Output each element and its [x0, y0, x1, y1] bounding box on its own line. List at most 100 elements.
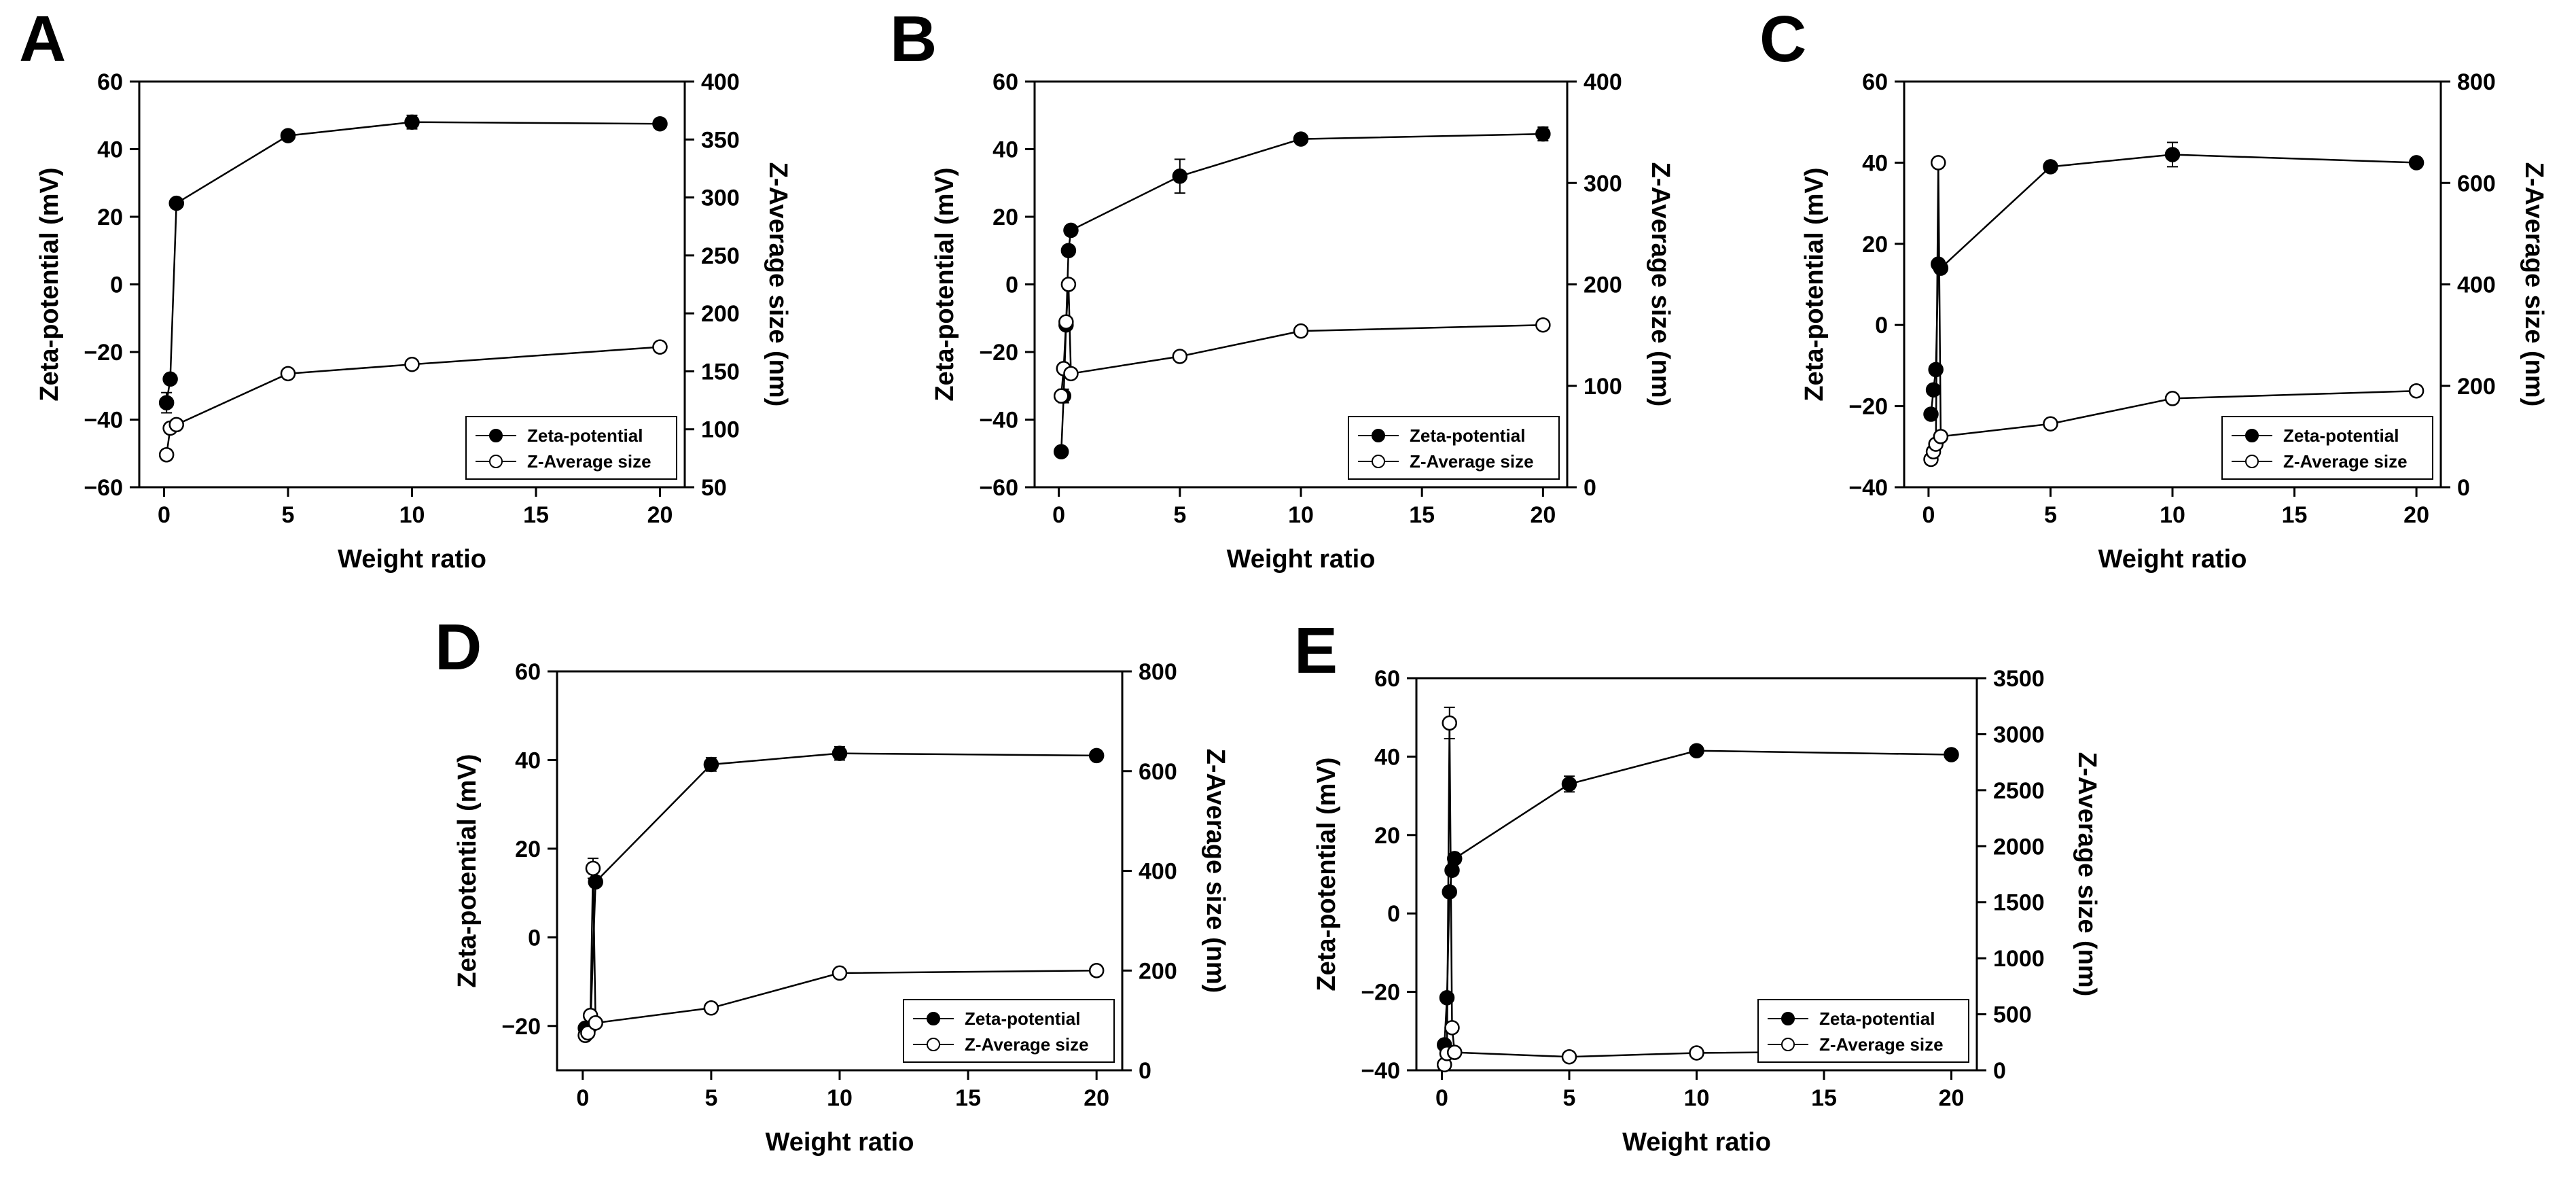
y-tick-label: −40 [84, 408, 123, 434]
legend-marker [927, 1012, 940, 1025]
chart-panel-A: A 0 5 10 15 20 −60 −40 −20 0 20 40 60 50 100 150 200 250 3… [19, 3, 792, 574]
series-line-size [1060, 284, 1543, 396]
panel-label: E [1294, 614, 1338, 687]
x-axis-title: Weight ratio [1227, 545, 1376, 574]
y2-axis-title: Z-Average size (nm) [2073, 752, 2101, 997]
y2-tick-label: 100 [701, 417, 740, 443]
data-point-size [652, 339, 668, 355]
y-tick-label: −60 [84, 475, 123, 501]
panel-label: C [1759, 3, 1806, 75]
x-tick-label: 0 [158, 502, 171, 528]
legend-entry: Z-Average size [1819, 1034, 1944, 1055]
y-tick-label: 60 [1374, 666, 1400, 692]
x-axis-title: Weight ratio [766, 1128, 914, 1157]
data-point-size [1535, 317, 1551, 333]
y-tick-label: 0 [1005, 272, 1018, 298]
y-axis-title: Zeta-potential (mV) [931, 167, 959, 401]
legend-entry: Zeta-potential [965, 1008, 1080, 1029]
x-tick-label: 15 [523, 502, 549, 528]
data-point-zeta [280, 128, 296, 143]
x-tick-label: 10 [1684, 1085, 1710, 1111]
data-point-zeta [1442, 884, 1457, 900]
y2-tick-label: 600 [2457, 171, 2496, 196]
legend: Zeta-potential Z-Average size [903, 999, 1115, 1063]
legend-entry: Zeta-potential [2283, 425, 2399, 446]
x-axis-title: Weight ratio [2098, 545, 2247, 574]
y2-tick-label: 250 [701, 243, 740, 269]
data-point-size [1063, 366, 1079, 382]
y2-tick-label: 1000 [1993, 946, 2045, 972]
series-line-zeta [584, 752, 1097, 1035]
legend-entry: Zeta-potential [1819, 1008, 1935, 1029]
data-point-size [404, 356, 420, 372]
y2-axis-title: Z-Average size (nm) [764, 162, 792, 407]
series-line-size [1444, 722, 1952, 1066]
x-tick-label: 20 [1084, 1085, 1109, 1111]
y-axis-title: Zeta-potential (mV) [35, 167, 64, 401]
data-point-zeta [1293, 131, 1309, 147]
y-tick-label: 40 [1374, 744, 1400, 770]
data-point-size [1689, 1045, 1704, 1061]
y2-tick-label: 400 [1584, 69, 1622, 95]
y-tick-label: −20 [1361, 980, 1400, 1006]
y-tick-label: −20 [84, 340, 123, 366]
legend-entry: Zeta-potential [1410, 425, 1525, 446]
data-point-zeta [2164, 147, 2181, 162]
legend-box [465, 416, 677, 480]
data-point-zeta [1923, 406, 1939, 422]
y2-axis-title: Z-Average size (nm) [1646, 162, 1675, 407]
legend: Zeta-potential Z-Average size [2221, 416, 2433, 480]
chart-panel-B: B 0 5 10 15 20 −60 −40 −20 0 20 40 60 0 100 200 300 400 We… [890, 3, 1675, 574]
y-tick-label: −20 [501, 1014, 541, 1040]
y-tick-label: 40 [1862, 150, 1888, 176]
data-point-zeta [1561, 776, 1577, 792]
data-point-size [585, 860, 601, 877]
x-tick-label: 5 [704, 1085, 717, 1111]
x-tick-label: 15 [2282, 502, 2308, 528]
y2-tick-label: 0 [1139, 1058, 1151, 1084]
data-point-size [2408, 383, 2425, 399]
y2-tick-label: 200 [701, 301, 740, 327]
y2-tick-label: 400 [701, 69, 740, 95]
data-point-size [1088, 963, 1105, 979]
y-tick-label: 0 [1387, 901, 1400, 927]
y-tick-label: −20 [979, 340, 1018, 366]
y2-tick-label: 500 [1993, 1002, 2032, 1028]
y-tick-label: 0 [528, 925, 541, 951]
y2-tick-label: 150 [701, 359, 740, 385]
legend-entry: Z-Average size [965, 1034, 1089, 1055]
y2-tick-label: 300 [1584, 171, 1622, 196]
y2-tick-label: 3500 [1993, 666, 2045, 692]
data-point-size [1172, 349, 1188, 364]
x-axis-title: Weight ratio [1622, 1128, 1771, 1157]
y2-tick-label: 2500 [1993, 778, 2045, 804]
y-tick-label: 0 [110, 272, 123, 298]
data-point-zeta [404, 114, 420, 130]
y2-tick-label: 200 [2457, 374, 2496, 400]
y2-tick-label: 800 [2457, 69, 2496, 95]
chart-panel-C: C0 5 10 15 20−40−2002040600200400600800Weigh… [1759, 3, 2548, 574]
x-tick-label: 10 [1288, 502, 1314, 528]
data-point-zeta [1060, 243, 1077, 258]
y2-tick-label: 800 [1139, 659, 1177, 685]
legend: Zeta-potential Z-Average size [1348, 416, 1560, 480]
data-point-zeta [2408, 155, 2425, 171]
data-point-size [1058, 314, 1074, 330]
y-tick-label: −40 [979, 408, 1018, 434]
y2-tick-label: 350 [701, 127, 740, 153]
y-tick-label: 60 [1862, 69, 1888, 95]
panel-label: A [19, 3, 66, 75]
data-point-size [168, 417, 184, 433]
y-tick-label: 0 [1875, 313, 1888, 338]
y-tick-label: 20 [1374, 823, 1400, 849]
y2-tick-label: 50 [701, 475, 727, 501]
data-point-size [831, 965, 848, 981]
data-point-zeta [1925, 382, 1942, 398]
y2-tick-label: 1500 [1993, 890, 2045, 916]
legend-entry: Z-Average size [527, 451, 651, 472]
y-tick-label: 60 [992, 69, 1018, 95]
y-tick-label: 40 [992, 137, 1018, 163]
y2-tick-label: 0 [2457, 475, 2470, 501]
